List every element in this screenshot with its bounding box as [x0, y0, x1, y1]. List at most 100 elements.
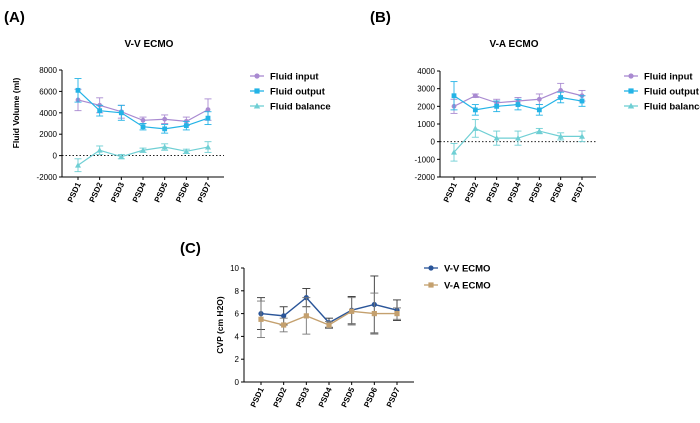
- chart-b-data-point: [579, 98, 585, 104]
- chart-a-x-tick-label: PSD1: [66, 181, 83, 204]
- chart-b-y-tick-label: 1000: [417, 120, 435, 129]
- chart-b-data-point: [515, 135, 521, 141]
- chart-a-legend-marker: [254, 73, 260, 79]
- chart-b-data-point: [579, 133, 585, 139]
- chart-a-ylabel: Fluid Volume (ml): [11, 78, 21, 149]
- chart-a-series-output: [74, 78, 212, 134]
- chart-c-legend-label: V-V ECMO: [444, 264, 490, 275]
- chart-c-x-tick-label: PSD5: [339, 386, 356, 409]
- chart-a-legend-marker: [253, 102, 261, 109]
- chart-b-x-tick-label: PSD5: [527, 181, 544, 204]
- chart-a-data-point: [162, 116, 168, 122]
- chart-a-x-tick-label: PSD6: [174, 181, 191, 204]
- chart-b-data-point: [536, 96, 542, 102]
- chart-b-data-point: [451, 93, 457, 99]
- chart-a-x-tick-label: PSD2: [87, 181, 104, 204]
- chart-a-data-point: [162, 126, 168, 132]
- chart-b-x-tick-label: PSD2: [463, 181, 480, 204]
- chart-c-series-va: [257, 292, 401, 338]
- chart-c-data-point: [258, 316, 264, 322]
- chart-b-data-point: [494, 103, 500, 109]
- chart-c-y-tick-label: 6: [235, 310, 240, 319]
- chart-a-legend-item: Fluid output: [250, 87, 326, 98]
- chart-b-data-point: [536, 107, 542, 113]
- panel-c-letter: (C): [180, 240, 201, 257]
- chart-b-data-point: [472, 93, 478, 99]
- chart-b-legend-item: Fluid input: [624, 72, 693, 83]
- chart-b-legend-item: Fluid balance: [624, 102, 700, 113]
- chart-b-data-point: [558, 95, 564, 100]
- chart-b-data-point: [536, 128, 543, 134]
- chart-a-x-tick-label: PSD4: [131, 181, 148, 204]
- chart-b-y-tick-label: 2000: [417, 102, 435, 111]
- chart-c-x-tick-label: PSD4: [317, 386, 334, 409]
- chart-b-y-tick-label: 3000: [417, 85, 435, 94]
- chart-a-data-point: [205, 115, 211, 121]
- chart-b-y-tick-label: 4000: [417, 67, 435, 76]
- chart-b-series-output: [450, 81, 586, 116]
- chart-b: -2000 -1000 0 1000 2000 3000 4000 PSD1 PSD2 PSD3 P…: [415, 67, 700, 204]
- chart-b-x-tick-label: PSD6: [548, 181, 565, 204]
- chart-a-legend-label: Fluid balance: [270, 102, 331, 113]
- panel-b-letter: (B): [370, 9, 391, 26]
- chart-b-data-point: [557, 133, 564, 139]
- chart-c-y-tick-label: 10: [230, 264, 239, 273]
- chart-b-y-tick-label: 0: [431, 138, 436, 147]
- chart-a-data-point: [140, 147, 146, 153]
- chart-c-data-point: [394, 311, 400, 317]
- chart-c-legend-marker: [428, 265, 434, 271]
- chart-a-data-point: [96, 147, 103, 153]
- chart-b-data-point: [472, 107, 478, 113]
- chart-b-x-tick-label: PSD1: [442, 181, 459, 204]
- chart-a-data-point: [183, 148, 190, 154]
- chart-b-x-tick-label: PSD3: [484, 181, 501, 204]
- chart-a-data-point: [118, 153, 125, 160]
- chart-b-legend-label: Fluid balance: [644, 102, 700, 113]
- chart-c-data-point: [349, 308, 355, 314]
- chart-a-data-point: [183, 123, 189, 129]
- chart-b-legend-item: Fluid output: [624, 87, 700, 98]
- chart-a-y-tick-label: 6000: [39, 87, 57, 96]
- chart-b-x-tick-label: PSD4: [506, 181, 523, 204]
- chart-c-x-tick-label: PSD2: [271, 386, 288, 409]
- chart-a: -2000 0 2000 4000 6000 8000 PSD1 PSD2 PSD3 PSD4 PS…: [37, 66, 331, 204]
- chart-b-data-point: [558, 88, 564, 93]
- chart-b-y-tick-label: -1000: [415, 155, 436, 164]
- chart-b-series-balance: [450, 119, 586, 162]
- chart-a-data-point: [205, 107, 211, 112]
- chart-c-data-point: [303, 313, 309, 319]
- chart-b-y-tick-label: -2000: [415, 173, 436, 182]
- chart-a-data-point: [75, 87, 81, 93]
- chart-a-legend-item: Fluid balance: [250, 102, 331, 113]
- chart-b-legend-label: Fluid input: [644, 72, 693, 83]
- chart-b-data-point: [451, 149, 457, 155]
- chart-a-y-tick-label: -2000: [37, 173, 58, 182]
- chart-a-series-input: [74, 88, 212, 127]
- chart-b-legend-marker: [628, 73, 634, 79]
- chart-c-legend-item: V-V ECMO: [424, 264, 490, 275]
- chart-b-legend-marker: [627, 102, 635, 109]
- chart-b-legend-label: Fluid output: [644, 87, 700, 98]
- chart-b-legend-marker: [628, 88, 634, 94]
- chart-a-y-tick-label: 8000: [39, 66, 57, 75]
- chart-a-series-balance: [74, 141, 212, 173]
- chart-a-data-point: [140, 124, 146, 130]
- chart-c-legend-label: V-A ECMO: [444, 281, 491, 292]
- chart-a-legend-item: Fluid input: [250, 72, 319, 83]
- chart-a-data-point: [161, 144, 168, 150]
- chart-c-y-tick-label: 0: [235, 378, 240, 387]
- chart-c-y-tick-label: 2: [235, 355, 240, 364]
- chart-a-y-tick-label: 0: [53, 152, 58, 161]
- chart-c-legend-marker: [428, 282, 434, 288]
- chart-a-y-tick-label: 4000: [39, 109, 57, 118]
- chart-a-legend-label: Fluid output: [270, 87, 326, 98]
- chart-c-x-tick-label: PSD6: [362, 386, 379, 409]
- chart-a-y-tick-label: 2000: [39, 130, 57, 139]
- chart-c-data-point: [281, 322, 287, 328]
- chart-c-x-tick-label: PSD3: [294, 386, 311, 409]
- chart-c: 0 2 4 6 8 10 PSD1 PSD2 PSD3 PSD4 PSD5 PSD6 PSD7 V-V E…: [230, 264, 491, 409]
- chart-a-x-tick-label: PSD3: [109, 181, 126, 204]
- chart-a-x-tick-label: PSD7: [196, 181, 213, 204]
- chart-a-data-point: [75, 162, 81, 168]
